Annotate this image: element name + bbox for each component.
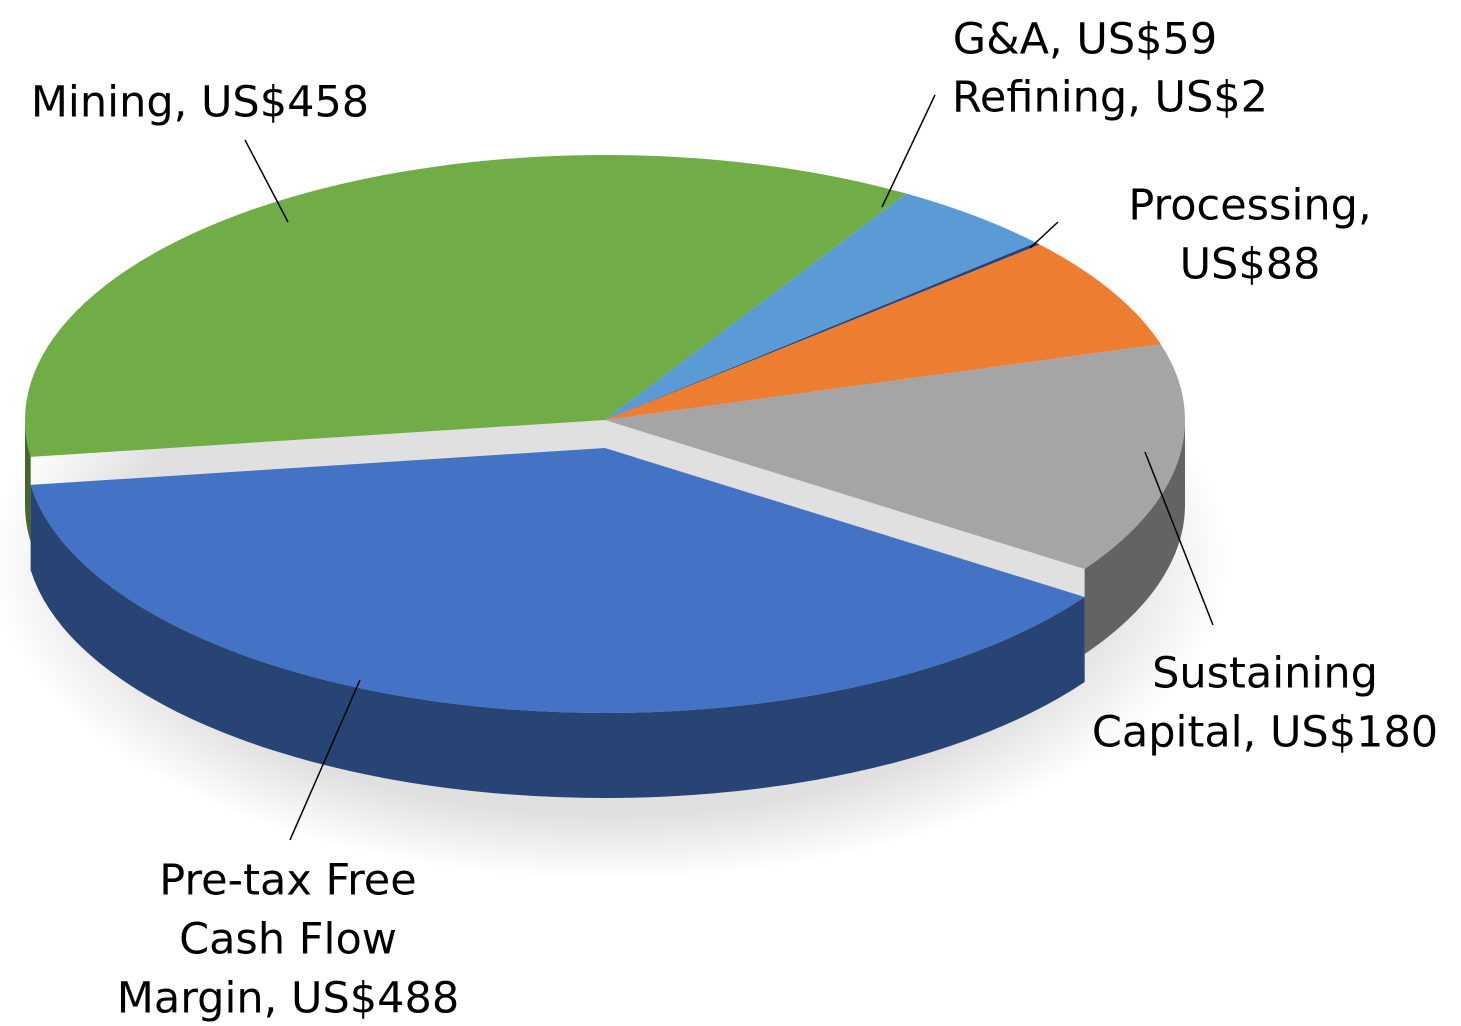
slice (605, 193, 1036, 420)
labels: Mining, US$458 G&A, US$59 Refining, US$2 Pr… (31, 15, 1438, 1024)
slice (605, 244, 1161, 420)
slice (30, 448, 1085, 713)
slice (605, 242, 1040, 420)
slice-side (1084, 420, 1185, 654)
slice-side (25, 420, 31, 542)
slice-side-shade (30, 484, 1085, 798)
leader-line (244, 139, 289, 223)
data-label: Sustaining (1152, 649, 1378, 699)
leader-line (1029, 221, 1059, 249)
sides (25, 420, 1185, 798)
tops (25, 155, 1185, 713)
leader-line (881, 94, 936, 208)
leader-line (1144, 451, 1214, 626)
leader-line (289, 679, 361, 841)
slice (25, 155, 907, 457)
data-label: Margin, US$488 (117, 974, 459, 1024)
slice (605, 344, 1185, 569)
slice-side (30, 484, 1085, 798)
data-label: Capital, US$180 (1092, 708, 1438, 758)
data-label: G&A, US$59 (953, 15, 1217, 65)
data-label: Pre-tax Free (159, 856, 416, 906)
slice-side-shade (25, 420, 31, 542)
data-label: Cash Flow (179, 915, 397, 965)
data-label: Refining, US$2 (952, 73, 1268, 123)
data-label: US$88 (1180, 240, 1321, 290)
data-label: Processing, (1128, 181, 1371, 231)
data-label: Mining, US$458 (31, 78, 369, 128)
slice-side-shade (1084, 420, 1185, 654)
